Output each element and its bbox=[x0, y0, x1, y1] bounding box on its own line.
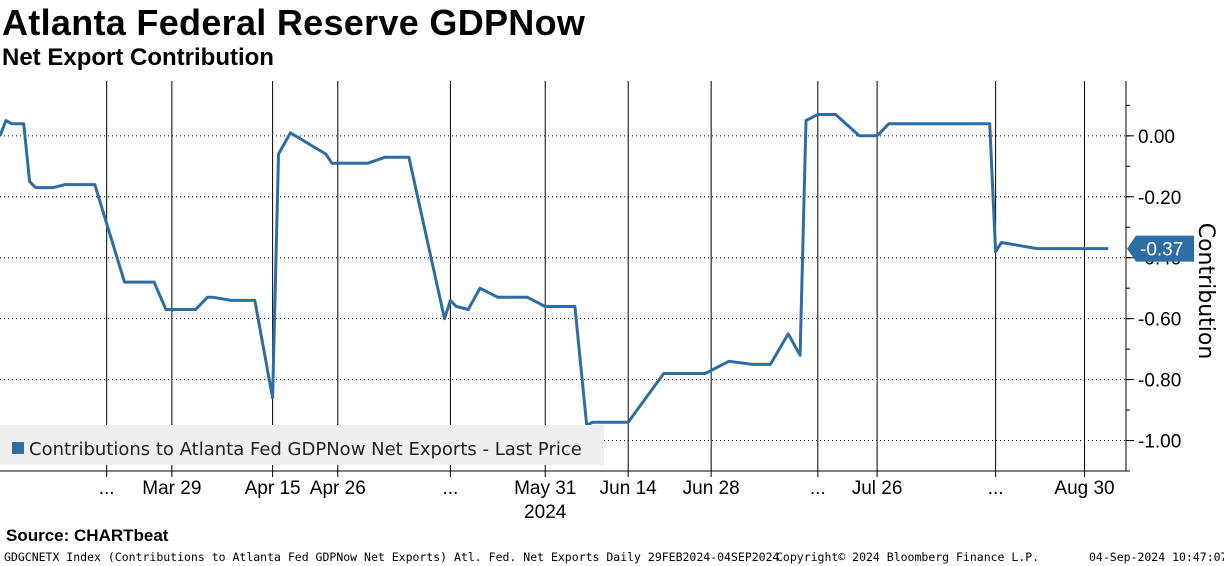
xtick-label: Jul 26 bbox=[852, 478, 903, 499]
xtick-label: Mar 29 bbox=[142, 478, 201, 499]
xtick-label: ... bbox=[810, 478, 826, 499]
xtick-label: Apr 15 bbox=[245, 478, 301, 499]
ytick-label: -0.60 bbox=[1138, 310, 1181, 331]
xtick-label: Jun 28 bbox=[683, 478, 740, 499]
series-line bbox=[0, 113, 1109, 427]
xtick-label: ... bbox=[442, 478, 458, 499]
footer-copyright: Copyright© 2024 Bloomberg Finance L.P. bbox=[776, 550, 1040, 564]
legend-swatch bbox=[12, 442, 24, 454]
xtick-year-label: 2024 bbox=[524, 502, 567, 523]
chart-subtitle: Net Export Contribution bbox=[2, 44, 274, 71]
series-layer bbox=[0, 113, 1109, 427]
xtick-label: ... bbox=[99, 478, 115, 499]
legend-box bbox=[0, 425, 604, 465]
source-note: Source: CHARTbeat bbox=[6, 526, 169, 545]
xtick-label: Aug 30 bbox=[1054, 478, 1114, 499]
chart-title: Atlanta Federal Reserve GDPNow bbox=[2, 2, 586, 43]
grid-lines bbox=[0, 81, 1126, 471]
tick-labels: 0.00-0.20-0.40-0.60-0.80-1.00...Mar 29Ap… bbox=[99, 127, 1218, 523]
footer-index-info: GDGCNETX Index (Contributions to Atlanta… bbox=[4, 550, 780, 564]
xtick-label: Jun 14 bbox=[600, 478, 657, 499]
xtick-label: Apr 26 bbox=[310, 478, 366, 499]
ytick-label: -0.80 bbox=[1138, 371, 1181, 392]
legend: Contributions to Atlanta Fed GDPNow Net … bbox=[0, 425, 604, 465]
xtick-label: May 31 bbox=[514, 478, 576, 499]
last-value-label: -0.37 bbox=[1140, 240, 1183, 261]
legend-label: Contributions to Atlanta Fed GDPNow Net … bbox=[29, 439, 582, 460]
ytick-label: -1.00 bbox=[1138, 432, 1181, 453]
xtick-label: ... bbox=[988, 478, 1004, 499]
axes bbox=[0, 81, 1134, 477]
ytick-label: 0.00 bbox=[1138, 127, 1175, 148]
last-value-badge bbox=[1127, 235, 1194, 262]
y-axis-title: Contribution bbox=[1193, 223, 1218, 360]
ytick-label: -0.20 bbox=[1138, 188, 1181, 209]
footer-timestamp: 04-Sep-2024 10:47:07 bbox=[1089, 550, 1224, 564]
